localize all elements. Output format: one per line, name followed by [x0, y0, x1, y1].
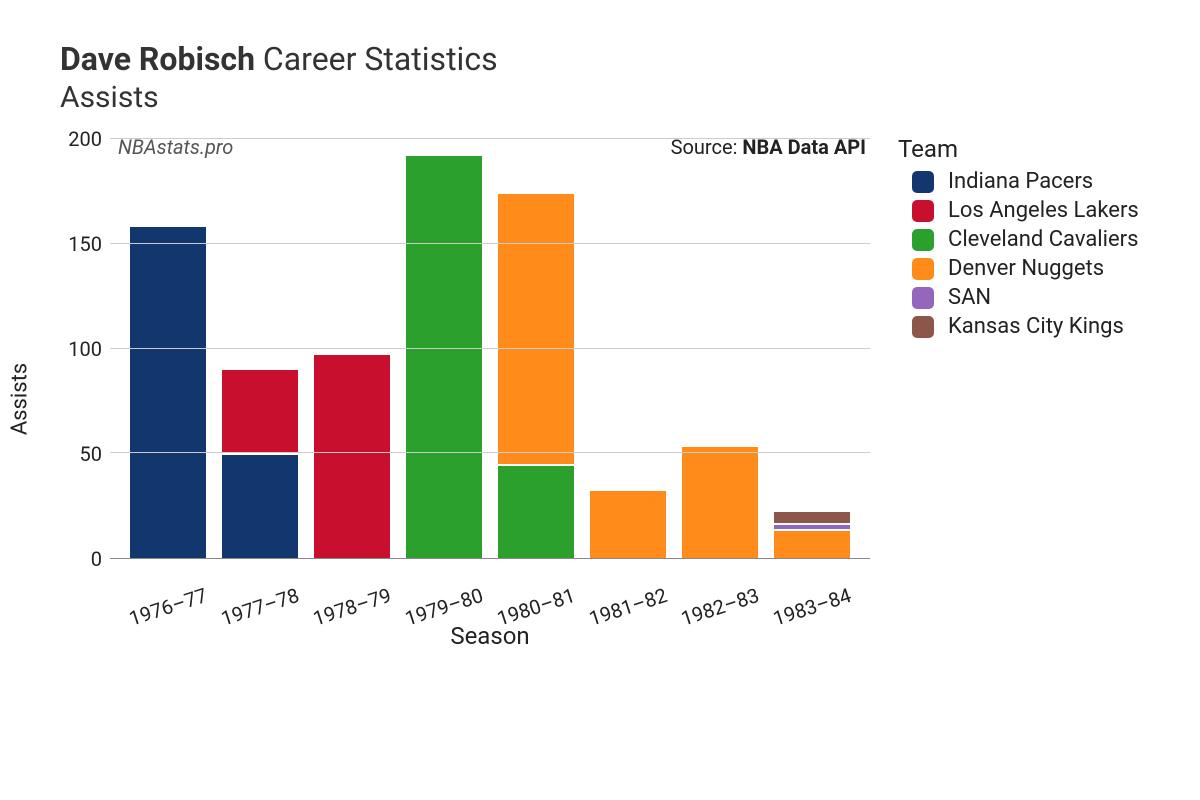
legend-title: Team: [898, 135, 1139, 163]
bar-segment: [130, 227, 206, 558]
legend: Team Indiana Pacers Los Angeles Lakers Cle…: [898, 135, 1139, 659]
bar-column: 1978–79: [314, 139, 390, 558]
plot-wrap: Assists 050100150200 NBAstats.pro Source…: [60, 139, 1160, 659]
bar-segment: [314, 355, 390, 558]
legend-swatch: [912, 316, 934, 338]
legend-item: Indiana Pacers: [898, 169, 1139, 194]
bar-segment: [774, 512, 850, 522]
legend-label: Indiana Pacers: [948, 169, 1093, 194]
bar-segment: [774, 531, 850, 558]
bar-column: 1981–82: [590, 139, 666, 558]
bar-segment: [222, 370, 298, 454]
title-rest: Career Statistics: [263, 40, 498, 78]
plot-area: NBAstats.pro Source: NBA Data API 1976–7…: [110, 139, 870, 559]
chart-title-line1: Dave Robisch Career Statistics: [60, 40, 1160, 78]
gridline: [110, 138, 870, 139]
legend-label: SAN: [948, 285, 991, 310]
bar-segment: [498, 194, 574, 464]
legend-swatch: [912, 287, 934, 309]
legend-label: Denver Nuggets: [948, 256, 1104, 281]
xaxis-label: Season: [450, 622, 529, 650]
bar-segment: [498, 466, 574, 558]
bar-segment: [222, 455, 298, 558]
bar-column: 1980–81: [498, 139, 574, 558]
legend-label: Los Angeles Lakers: [948, 198, 1139, 223]
ytick: 50: [80, 442, 102, 466]
gridline: [110, 243, 870, 244]
chart-title-line2: Assists: [60, 80, 1160, 115]
bar-segment: [682, 447, 758, 558]
xtick: 1983–84: [816, 568, 900, 616]
legend-item: Cleveland Cavaliers: [898, 227, 1139, 252]
legend-label: Cleveland Cavaliers: [948, 227, 1138, 252]
bar-column: 1982–83: [682, 139, 758, 558]
ytick: 100: [68, 337, 102, 361]
legend-swatch: [912, 200, 934, 222]
legend-item: SAN: [898, 285, 1139, 310]
yaxis: 050100150200: [60, 139, 110, 559]
chart-container: Dave Robisch Career Statistics Assists A…: [60, 40, 1160, 659]
bar-column: 1977–78: [222, 139, 298, 558]
bar-segment: [590, 491, 666, 558]
legend-swatch: [912, 229, 934, 251]
ytick: 200: [68, 127, 102, 151]
legend-items: Indiana Pacers Los Angeles Lakers Clevelan…: [898, 169, 1139, 339]
ytick: 150: [68, 232, 102, 256]
bars-group: 1976–771977–781978–791979–801980–811981–…: [110, 139, 870, 558]
gridline: [110, 348, 870, 349]
gridline: [110, 452, 870, 453]
legend-item: Kansas City Kings: [898, 314, 1139, 339]
bar-segment: [406, 156, 482, 558]
legend-label: Kansas City Kings: [948, 314, 1124, 339]
legend-item: Los Angeles Lakers: [898, 198, 1139, 223]
bar-column: 1976–77: [130, 139, 206, 558]
legend-swatch: [912, 258, 934, 280]
yaxis-label: Assists: [8, 363, 33, 435]
player-name: Dave Robisch: [60, 40, 255, 78]
bar-column: 1979–80: [406, 139, 482, 558]
bar-column: 1983–84: [774, 139, 850, 558]
legend-swatch: [912, 171, 934, 193]
legend-item: Denver Nuggets: [898, 256, 1139, 281]
ytick: 0: [91, 547, 102, 571]
